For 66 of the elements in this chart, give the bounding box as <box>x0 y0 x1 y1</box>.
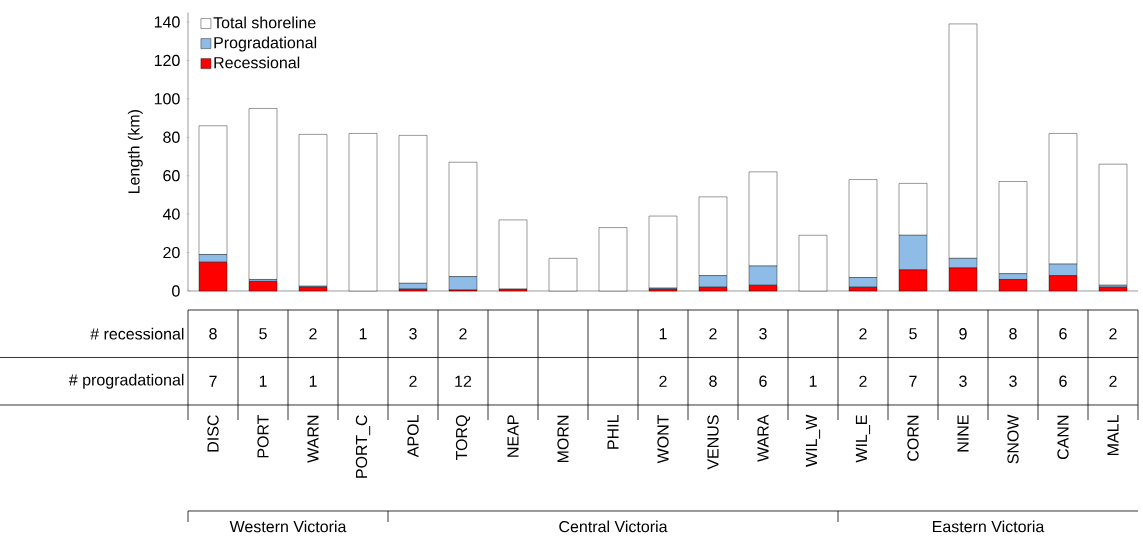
x-tick-label: NEAP <box>507 415 519 457</box>
x-tick-label: WONT <box>657 414 669 464</box>
data-label: 12 <box>455 375 472 387</box>
x-tick-label: MALL <box>1107 415 1119 456</box>
data-label: 8 <box>209 328 217 340</box>
y-tick-label: 60 <box>163 170 180 182</box>
y-tick-label: 140 <box>154 16 180 28</box>
y-tick-label: 40 <box>162 208 180 220</box>
x-tick-label: APOL <box>407 415 419 458</box>
legend-label: Progradational <box>214 36 317 52</box>
data-label: 9 <box>959 328 967 340</box>
data-label: 1 <box>259 375 267 387</box>
data-label: 6 <box>1059 375 1067 387</box>
data-label: 6 <box>1059 328 1067 340</box>
data-label: 3 <box>409 328 417 340</box>
data-label: 1 <box>809 375 817 387</box>
data-label: 2 <box>859 328 867 340</box>
x-tick-label: CANN <box>1057 415 1069 460</box>
legend-label: Recessional <box>214 56 300 69</box>
y-tick-label: 120 <box>154 54 180 67</box>
data-label: 1 <box>309 375 317 387</box>
x-tick-label: SNOW <box>1007 414 1019 464</box>
x-tick-label: MORN <box>557 415 569 463</box>
data-label: 3 <box>959 375 967 387</box>
data-label: 2 <box>1109 328 1117 340</box>
y-tick-label: 80 <box>163 131 180 143</box>
x-tick-label: PHIL <box>607 415 619 449</box>
data-label: 2 <box>409 375 417 387</box>
x-tick-label: NINE <box>957 415 969 452</box>
data-label: 1 <box>359 328 367 340</box>
data-label: 2 <box>1109 375 1117 387</box>
x-tick-label: DISC <box>207 415 219 452</box>
data-label: 7 <box>209 375 217 387</box>
x-tick-label: PORT <box>257 414 269 458</box>
data-label: 1 <box>659 328 667 340</box>
text: Eastern Victoria <box>933 520 1045 533</box>
data-label: 5 <box>909 328 917 340</box>
data-label: 8 <box>709 375 717 387</box>
data-label: 5 <box>259 328 267 340</box>
legend-label: Total shoreline <box>213 16 316 29</box>
data-label: 2 <box>709 328 717 340</box>
data-label: 2 <box>459 328 467 340</box>
data-label: 2 <box>659 375 667 387</box>
text: Central Victoria <box>559 520 668 533</box>
x-tick-label: WARN <box>307 415 319 463</box>
data-label: 3 <box>759 328 767 340</box>
x-tick-label: VENUS <box>707 415 719 470</box>
text: Western Victoria <box>229 520 347 533</box>
x-tick-label: WARA <box>757 414 769 462</box>
x-tick-label: WIL_E <box>855 415 871 463</box>
y-tick-label: 0 <box>172 285 180 297</box>
data-label: 3 <box>1009 375 1017 387</box>
y-tick-label: # recessional <box>90 327 184 340</box>
data-label: 7 <box>909 375 917 387</box>
y-tick-label: 100 <box>154 93 180 105</box>
x-tick-label: TORQ <box>455 415 471 461</box>
x-tick-label: PORT_C <box>355 415 371 478</box>
x-tick-label: CORN <box>907 415 919 461</box>
data-label: 8 <box>1009 328 1017 340</box>
data-label: 2 <box>859 375 867 387</box>
data-label: 2 <box>309 328 317 340</box>
x-tick-label: WIL_W <box>805 414 821 467</box>
y-axis-title: Length (km) <box>127 110 143 194</box>
data-label: 6 <box>759 375 767 387</box>
y-tick-label: # progradational <box>68 373 184 389</box>
y-tick-label: 20 <box>163 246 180 259</box>
